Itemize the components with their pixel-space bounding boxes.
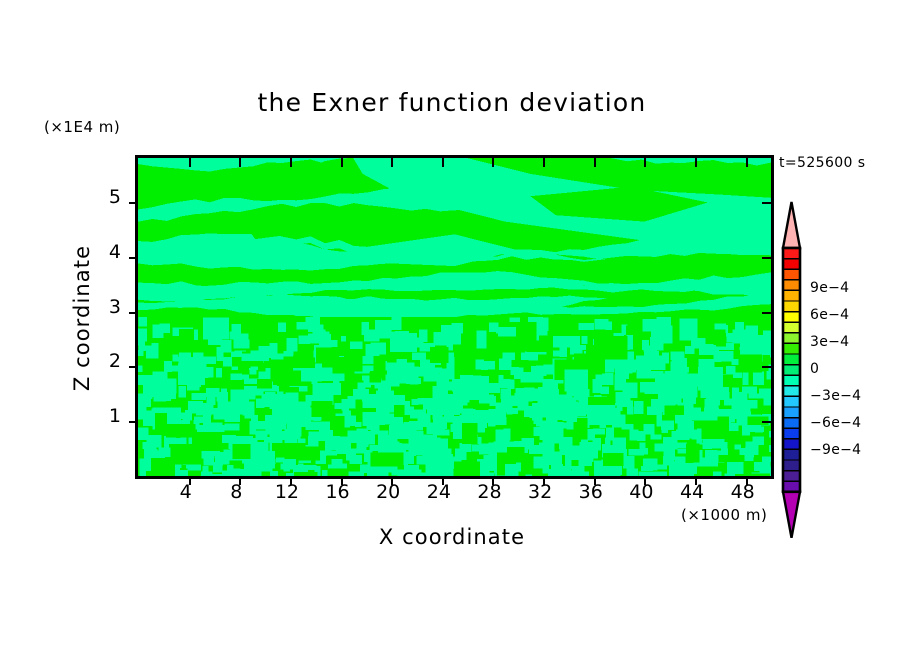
colorbar-band <box>782 385 801 398</box>
y-tick-right <box>762 201 771 204</box>
x-tick-top <box>289 158 292 167</box>
y-tick-label: 2 <box>108 350 121 373</box>
colorbar-over-arrow <box>781 201 802 250</box>
colorbar-band <box>782 416 801 429</box>
x-tick-top <box>239 158 242 167</box>
y-tick <box>129 366 138 369</box>
y-tick <box>129 421 138 424</box>
colorbar-band <box>782 257 801 270</box>
x-tick-label: 12 <box>274 481 299 503</box>
y-tick-label: 4 <box>108 240 121 263</box>
colorbar-tick-label: 9e−4 <box>810 279 850 296</box>
colorbar-band <box>782 332 801 345</box>
x-tick-label: 32 <box>528 481 553 503</box>
x-tick <box>289 476 292 485</box>
x-tick-top <box>441 158 444 167</box>
x-tick-top <box>644 158 647 167</box>
colorbar-band <box>782 268 801 281</box>
y-tick-label: 3 <box>108 295 121 318</box>
x-tick-top <box>593 158 596 167</box>
x-tick-top <box>695 158 698 167</box>
y-axis-unit-label: (×1E4 m) <box>44 118 121 136</box>
colorbar-band <box>782 363 801 376</box>
colorbar-tick-label: −6e−4 <box>810 415 862 432</box>
y-tick <box>129 201 138 204</box>
colorbar-band <box>782 289 801 302</box>
colorbar-tick-label: −3e−4 <box>810 388 862 404</box>
colorbar-band <box>782 247 801 260</box>
colorbar-band <box>782 300 801 313</box>
colorbar-band <box>782 353 801 366</box>
x-tick <box>745 476 748 485</box>
x-tick <box>340 476 343 485</box>
colorbar-band <box>782 374 801 387</box>
colorbar-band <box>782 310 801 323</box>
x-tick-top <box>188 158 191 167</box>
colorbar-band <box>782 321 801 334</box>
colorbar-band <box>782 342 801 355</box>
y-tick <box>129 256 138 259</box>
y-tick-right <box>762 366 771 369</box>
colorbar-tick-label: 3e−4 <box>810 333 850 350</box>
x-tick-label: 36 <box>578 481 603 503</box>
colorbar-legend: 9e−4 6e−4 3e−4 0 −3e−4 −6e−4 −9e−4 <box>780 200 900 544</box>
x-axis-title: X coordinate <box>378 525 526 549</box>
x-tick-top <box>543 158 546 167</box>
x-tick-label: 24 <box>426 481 451 503</box>
colorbar-under-arrow <box>781 490 802 539</box>
x-tick <box>695 476 698 485</box>
plot-area <box>129 155 774 485</box>
x-tick-top <box>492 158 495 167</box>
x-tick-label: 28 <box>477 481 502 503</box>
x-tick-label: 4 <box>179 481 192 503</box>
colorbar-band <box>782 279 801 292</box>
colorbar-band <box>782 406 801 419</box>
x-tick <box>441 476 444 485</box>
colorbar-band <box>782 395 801 408</box>
y-tick <box>129 311 138 314</box>
x-tick-label: 20 <box>376 481 401 503</box>
x-tick-label: 44 <box>679 481 705 503</box>
x-tick <box>391 476 394 485</box>
colorbar-tick-label: 6e−4 <box>810 306 850 323</box>
contour-field <box>138 158 771 476</box>
x-tick-top <box>391 158 394 167</box>
page-title: the Exner function deviation <box>257 88 647 117</box>
x-tick <box>492 476 495 485</box>
y-tick-label: 1 <box>108 405 121 428</box>
x-tick-top <box>745 158 748 167</box>
colorbar-tick-label: 0 <box>810 360 820 377</box>
x-tick <box>188 476 191 485</box>
y-axis-title: Z coordinate <box>70 244 94 392</box>
time-stamp-annotation: t=525600 s <box>779 155 866 171</box>
y-tick-label: 5 <box>108 185 121 208</box>
x-tick <box>239 476 242 485</box>
colorbar-band <box>782 427 801 440</box>
colorbar-band <box>782 448 801 461</box>
colorbar-band <box>782 438 801 451</box>
x-tick-label: 8 <box>230 481 243 503</box>
colorbar-band <box>782 469 801 482</box>
colorbar-svg <box>781 201 802 539</box>
y-tick-right <box>762 421 771 424</box>
colorbar-band <box>782 459 801 472</box>
x-tick-label: 16 <box>325 481 350 503</box>
x-tick <box>593 476 596 485</box>
x-tick-label: 48 <box>730 481 755 503</box>
x-tick-label: 40 <box>629 481 654 503</box>
x-tick <box>644 476 647 485</box>
colorbar-tick-label: −9e−4 <box>810 442 862 459</box>
x-tick-top <box>340 158 343 167</box>
x-axis-unit-label: (×1000 m) <box>681 506 768 524</box>
colorbar-band <box>782 480 801 493</box>
x-tick <box>543 476 546 485</box>
y-tick-right <box>762 256 771 259</box>
y-tick-right <box>762 311 771 314</box>
